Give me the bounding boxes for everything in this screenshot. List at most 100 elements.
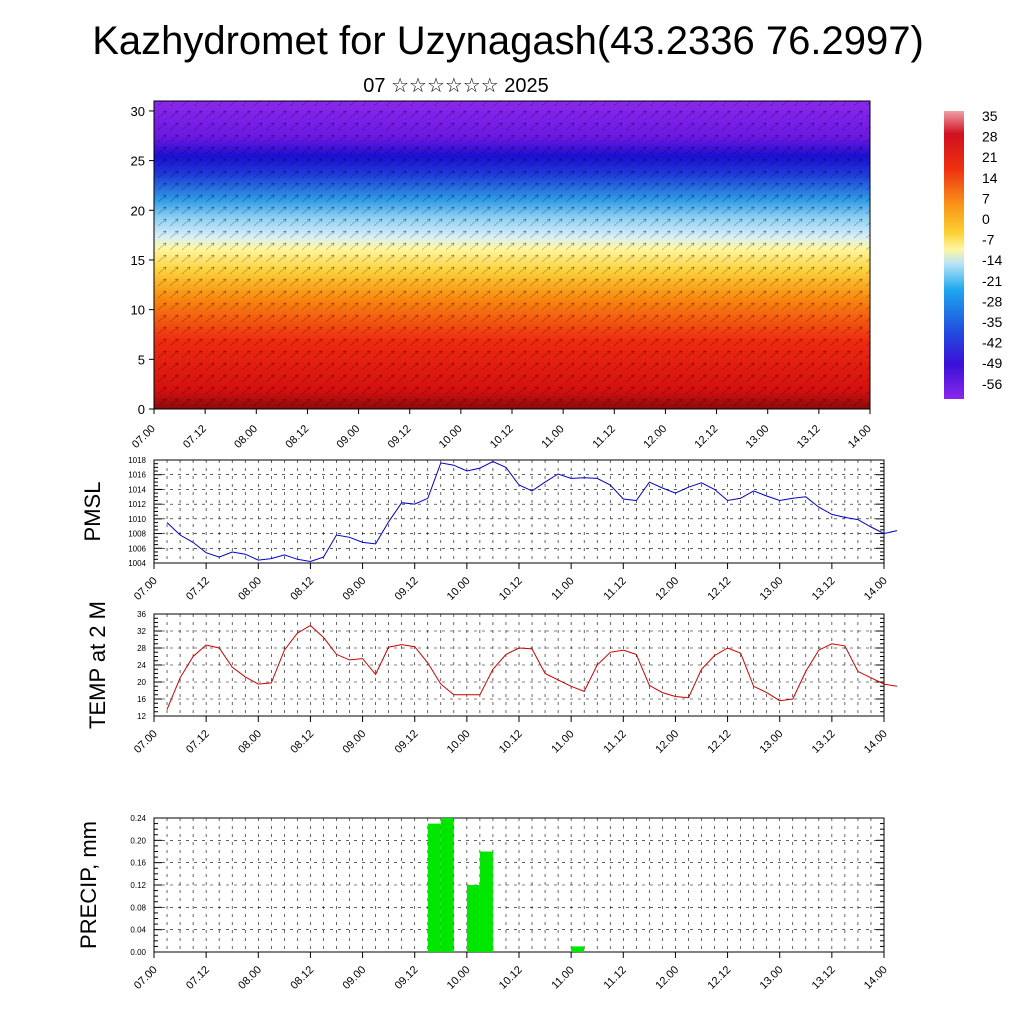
y-axis-label: PRECIP, mm [76,821,101,949]
y-tick-label: 5 [138,352,145,367]
x-tick-label: 07.00 [130,423,158,451]
x-tick-label: 07.00 [132,964,160,992]
x-tick-label: 14.00 [862,964,890,992]
x-tick-label: 11.12 [601,728,628,755]
y-tick-label: 1014 [128,485,146,494]
colorbar-gradient [944,111,964,399]
y-tick-label: 0.08 [130,903,146,912]
x-tick-label: 13.12 [810,728,838,756]
colorbar-legend: 35 28 21 14 7 0 -7 -14 -21 -28 -35 -42 -49 -56 [944,108,1002,399]
x-tick-label: 08.12 [288,575,316,603]
x-tick-label: 10.00 [445,575,473,603]
temp-series-line [166,624,898,710]
x-tick-label: 11.12 [590,423,617,450]
x-tick-label: 07.12 [184,575,212,603]
x-tick-label: 09.00 [340,728,368,756]
colorbar-label: -42 [982,335,1002,351]
precip-bar [479,851,493,952]
y-tick-label: 0.12 [130,881,146,890]
x-tick-label: 12.12 [705,575,733,603]
x-tick-label: 10.00 [437,423,465,451]
x-tick-label: 10.12 [497,728,525,756]
x-tick-label: 07.12 [184,728,212,756]
x-tick-label: 12.00 [653,964,681,992]
x-tick-label: 09.00 [340,575,368,603]
x-tick-label: 07.12 [181,423,209,451]
x-tick-label: 12.00 [653,728,681,756]
x-tick-label: 12.00 [653,575,681,603]
y-tick-label: 1008 [128,530,146,539]
x-tick-label: 10.00 [445,728,473,756]
x-tick-label: 08.12 [283,423,311,451]
colorbar-label: -49 [982,355,1002,371]
x-tick-label: 12.00 [641,423,669,451]
heatmap-panel: 0 5 10 15 20 25 30 07.00 07.12 08.00 08.12 09.00 09.… [130,100,874,451]
x-tick-label: 10.12 [488,423,516,451]
x-tick-label: 09.00 [340,964,368,992]
y-tick-label: 0.16 [130,859,146,868]
x-tick-label: 09.12 [393,575,421,603]
x-tick-label: 12.12 [705,728,733,756]
y-tick-label: 28 [137,644,146,653]
y-tick-label: 12 [137,712,146,721]
precip-bar [466,885,480,952]
temp-panel: 12 16 20 24 28 32 36 07.00 07.12 08.00 08.12 09.00 0… [85,601,898,756]
y-tick-label: 20 [131,203,145,218]
y-tick-label: 0.20 [130,836,146,845]
colorbar-label: -14 [982,252,1002,268]
x-tick-label: 07.00 [132,575,160,603]
x-tick-label: 11.00 [549,728,576,755]
chart-title: Kazhydromet for Uzynagash(43.2336 76.299… [92,19,924,63]
x-tick-label: 11.12 [601,964,628,991]
x-tick-label: 08.12 [288,728,316,756]
colorbar-label: 7 [982,190,990,206]
x-tick-label: 07.00 [132,728,160,756]
x-tick-label: 11.00 [549,575,576,602]
y-axis-label: TEMP at 2 M [85,601,110,729]
y-tick-label: 36 [137,610,146,619]
precip-bar [440,818,454,952]
y-tick-label: 1004 [128,559,146,568]
colorbar-label: 0 [982,211,990,227]
colorbar-label: 35 [982,108,998,124]
pmsl-series-line [166,460,898,563]
y-tick-label: 1006 [128,544,146,553]
y-tick-label: 0.24 [130,814,146,823]
x-tick-label: 12.12 [692,423,720,451]
x-tick-label: 11.00 [539,423,566,450]
x-tick-label: 08.00 [236,575,264,603]
colorbar-label: 28 [982,129,998,145]
x-tick-label: 11.12 [601,575,628,602]
x-tick-label: 08.12 [288,964,316,992]
wind-vectors [154,101,870,409]
x-tick-label: 10.12 [497,964,525,992]
x-tick-label: 14.00 [862,575,890,603]
x-tick-label: 12.12 [705,964,733,992]
y-tick-label: 25 [131,154,145,169]
y-tick-label: 30 [131,104,145,119]
x-tick-label: 09.12 [393,728,421,756]
x-tick-label: 08.00 [236,728,264,756]
x-tick-label: 08.00 [236,964,264,992]
y-tick-label: 1018 [128,456,146,465]
colorbar-label: 21 [982,149,998,165]
x-tick-label: 13.00 [744,423,772,451]
x-tick-label: 08.00 [232,423,260,451]
y-tick-label: 16 [137,695,146,704]
x-tick-label: 09.12 [386,423,414,451]
y-tick-label: 10 [131,303,145,318]
colorbar-label: -35 [982,314,1002,330]
colorbar-label: -56 [982,376,1002,392]
y-tick-label: 0.00 [130,948,146,957]
y-axis-label: PMSL [80,482,105,542]
x-tick-label: 14.00 [846,423,874,451]
x-tick-label: 07.12 [184,964,212,992]
precip-bar [571,946,585,952]
x-tick-label: 13.00 [758,728,786,756]
y-tick-label: 15 [131,253,145,268]
chart-subtitle: 07 ☆☆☆☆☆☆ 2025 [363,75,548,97]
colorbar-label: -21 [982,273,1002,289]
y-tick-label: 1012 [128,500,146,509]
